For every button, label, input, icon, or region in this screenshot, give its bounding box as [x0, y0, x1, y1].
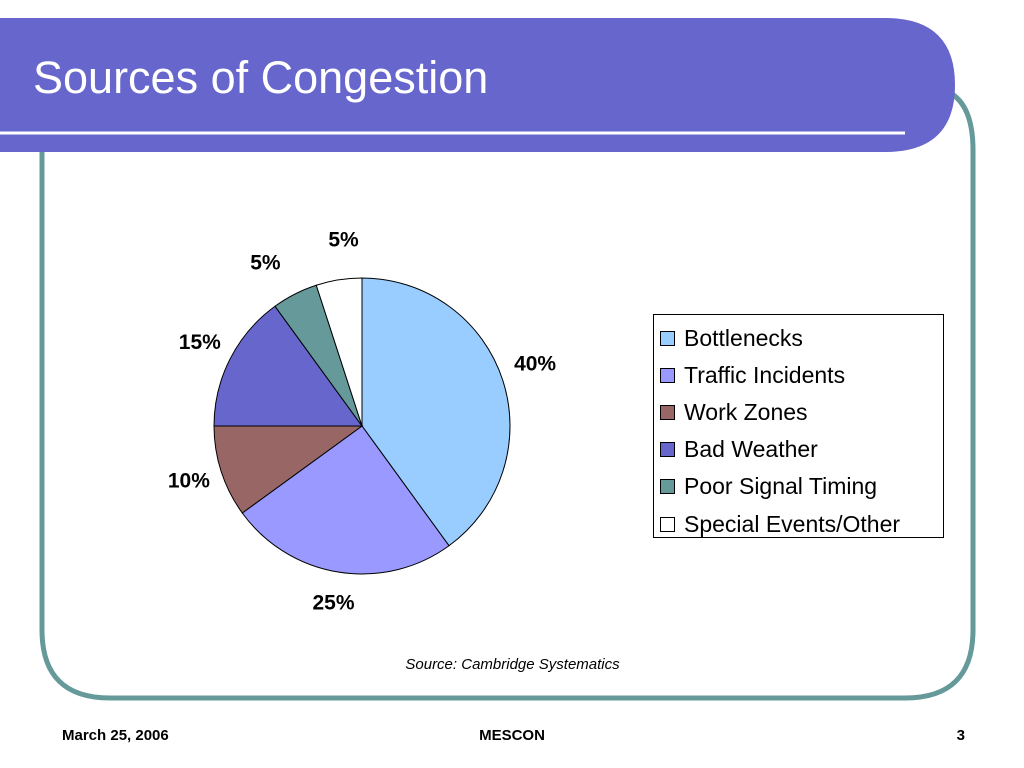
pie-slices	[213, 277, 511, 575]
title-bar	[0, 18, 955, 152]
slide-title: Sources of Congestion	[33, 52, 489, 103]
footer-date: March 25, 2006	[62, 727, 169, 744]
legend-item-special-events-other: Special Events/Other	[660, 509, 900, 539]
legend-swatch	[660, 330, 675, 346]
legend-swatch	[660, 404, 675, 420]
source-note: Source: Cambridge Systematics	[405, 656, 620, 673]
data-label-special-events-other: 5%	[328, 229, 359, 252]
legend-item-bottlenecks: Bottlenecks	[660, 323, 803, 353]
pie-slice-traffic-incidents	[241, 425, 450, 575]
legend-swatch	[660, 442, 675, 458]
legend-label: Work Zones	[684, 398, 808, 425]
legend-label: Special Events/Other	[684, 510, 901, 537]
legend-swatch	[660, 516, 675, 532]
legend-swatch	[660, 479, 675, 495]
legend-label: Bad Weather	[684, 436, 818, 463]
legend-label: Poor Signal Timing	[684, 473, 878, 500]
legend-item-work-zones: Work Zones	[660, 397, 808, 427]
legend-label: Traffic Incidents	[684, 361, 846, 388]
footer-page-number: 3	[956, 727, 965, 744]
data-label-traffic-incidents: 25%	[312, 591, 354, 614]
pie-labels: 40% 25% 10% 15% 5% 5%	[168, 229, 557, 615]
data-label-bottlenecks: 40%	[514, 352, 556, 375]
pie-slice-special-events-other	[315, 277, 363, 427]
legend-item-bad-weather: Bad Weather	[660, 435, 818, 465]
legend-label: Bottlenecks	[684, 324, 803, 351]
chart-legend: Bottlenecks Traffic Incidents Work Zones Ba…	[653, 314, 944, 538]
legend-item-traffic-incidents: Traffic Incidents	[660, 360, 845, 390]
data-label-poor-signal-timing: 5%	[250, 251, 281, 274]
content-border	[39, 85, 976, 701]
pie-slice-work-zones	[213, 425, 364, 514]
footer-organization: MESCON	[479, 727, 545, 744]
pie-slice-bottlenecks	[361, 277, 511, 547]
legend-item-poor-signal-timing: Poor Signal Timing	[660, 472, 877, 502]
legend-swatch	[660, 367, 675, 383]
pie-slice-bad-weather	[213, 305, 363, 427]
data-label-work-zones: 10%	[168, 470, 210, 493]
data-label-bad-weather: 15%	[179, 331, 221, 354]
